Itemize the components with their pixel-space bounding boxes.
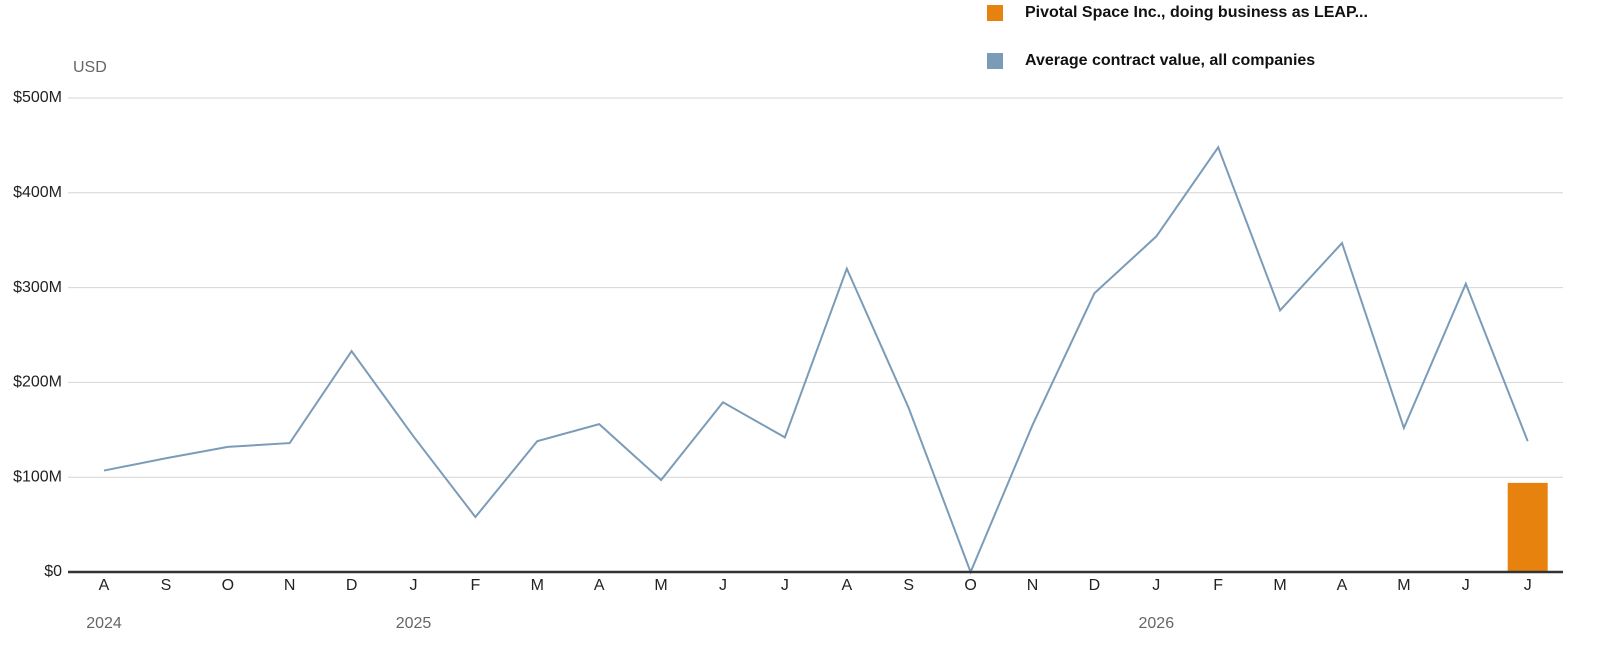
x-tick-label: O <box>222 577 234 594</box>
x-tick-label: M <box>1397 577 1410 594</box>
y-tick-label: $100M <box>13 468 62 485</box>
x-tick-label: N <box>1027 577 1039 594</box>
y-tick-label: $400M <box>13 184 62 201</box>
line <box>103 145 1529 575</box>
x-tick-label: S <box>161 577 172 594</box>
legend-label: Average contract value, all companies <box>1025 52 1315 69</box>
legend-swatch <box>987 5 1003 21</box>
x-tick-label: A <box>841 577 852 594</box>
legend-label: Pivotal Space Inc., doing business as LE… <box>1025 4 1368 21</box>
x-tick-label: F <box>471 577 481 594</box>
x-tick-label: J <box>1524 577 1532 594</box>
y-tick-label: $500M <box>13 89 62 106</box>
x-tick-label: A <box>594 577 605 594</box>
legend-swatch <box>987 53 1003 69</box>
bar <box>1507 482 1548 572</box>
x-tick-label: A <box>99 577 110 594</box>
x-tick-label: M <box>654 577 667 594</box>
x-tick-label: D <box>1089 577 1101 594</box>
y-tick-label: $300M <box>13 279 62 296</box>
x-tick-label: F <box>1213 577 1223 594</box>
year-label: 2025 <box>396 615 432 632</box>
y-tick-label: $0 <box>44 563 62 580</box>
year-label: 2026 <box>1139 615 1175 632</box>
x-tick-label: D <box>346 577 358 594</box>
x-tick-label: N <box>284 577 296 594</box>
x-tick-label: M <box>1273 577 1286 594</box>
x-tick-label: M <box>531 577 544 594</box>
x-tick-label: J <box>1152 577 1160 594</box>
x-tick-label: A <box>1337 577 1348 594</box>
y-axis-label: USD <box>73 59 107 76</box>
x-tick-label: J <box>410 577 418 594</box>
x-tick-label: S <box>903 577 914 594</box>
x-tick-label: J <box>1462 577 1470 594</box>
x-tick-label: O <box>964 577 976 594</box>
year-label: 2024 <box>86 615 122 632</box>
y-tick-label: $200M <box>13 374 62 391</box>
x-tick-label: J <box>719 577 727 594</box>
x-tick-label: J <box>781 577 789 594</box>
